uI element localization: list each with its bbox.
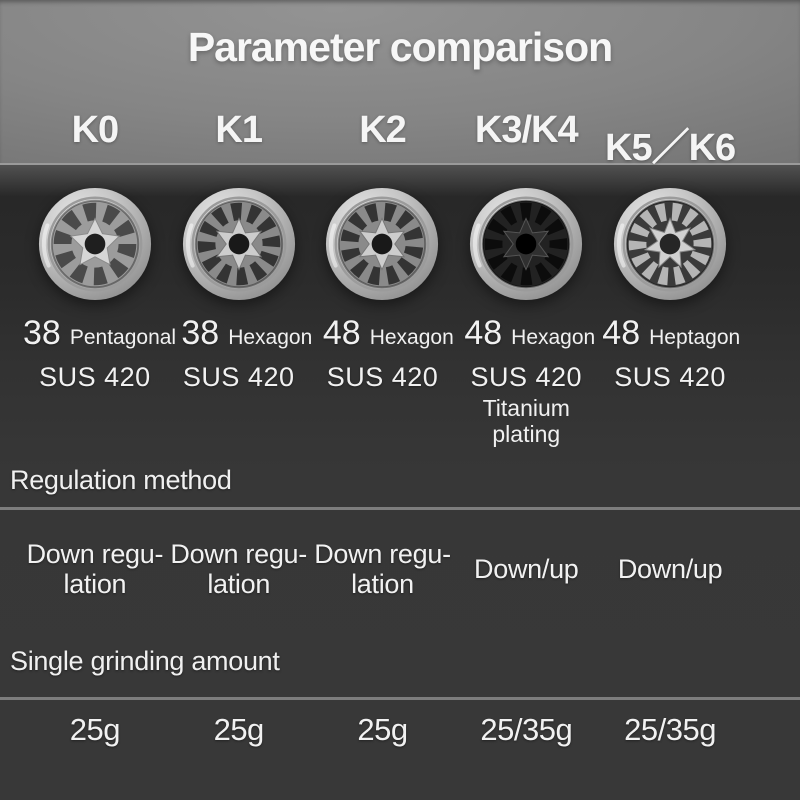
conical-burr-icon-k5k6 <box>614 187 727 301</box>
grinding-amount-k5k6: 25/35g <box>624 712 716 747</box>
burr-image-cell-k2 <box>311 179 455 309</box>
burr-size: 48 <box>322 314 361 352</box>
burr-image-cell-k5k6 <box>598 179 742 309</box>
conical-burr-icon-k0 <box>38 187 151 301</box>
burr-spec-row: 38 Pentagonal 38 Hexagon 48 Hexagon 48 H… <box>23 314 742 353</box>
regulation-k2: Down regu- lation <box>314 538 451 599</box>
coating-k2 <box>311 395 455 447</box>
column-header-k5k6: K5／K6 <box>605 127 736 169</box>
regulation-k1: Down regu- lation <box>170 538 307 599</box>
regulation-row: Down regu- lation Down regu- lation Down… <box>23 525 742 613</box>
material-k5k6: SUS 420 <box>614 362 726 392</box>
comparison-table: 38 Pentagonal 38 Hexagon 48 Hexagon 48 H… <box>0 165 800 800</box>
material-k2: SUS 420 <box>326 362 439 392</box>
regulation-method-label: Regulation method <box>10 465 232 495</box>
coating-k5k6 <box>598 395 742 447</box>
grinding-amount-k1: 25g <box>213 712 265 747</box>
column-header-k2: K2 <box>359 109 407 151</box>
burr-spec-k2: 48 Hexagon <box>318 314 459 353</box>
burr-spec-k3k4: 48 Hexagon <box>459 314 600 353</box>
burr-image-cell-k1 <box>167 179 311 309</box>
material-k0: SUS 420 <box>39 362 151 392</box>
regulation-k0: Down regu- lation <box>26 538 164 599</box>
column-header-row: K0 K1 K2 K3/K4 K5／K6 <box>23 109 742 169</box>
coating-k1 <box>167 395 311 447</box>
burr-image-cell-k0 <box>23 179 167 309</box>
conical-burr-icon-k1 <box>182 187 295 301</box>
burr-size: 38 <box>23 314 61 352</box>
burr-image-row <box>23 179 742 309</box>
burr-shape: Hexagon <box>228 326 313 349</box>
column-header-k3k4: K3/K4 <box>474 109 579 151</box>
material-k3k4: SUS 420 <box>470 362 583 392</box>
regulation-k5k6: Down/up <box>617 553 723 584</box>
regulation-k3k4: Down/up <box>474 553 579 584</box>
burr-spec-k0: 38 Pentagonal <box>23 314 176 353</box>
burr-size: 48 <box>464 314 503 352</box>
grinding-amount-row: 25g 25g 25g 25/35g 25/35g <box>23 712 742 748</box>
coating-row: Titanium plating <box>23 395 742 447</box>
burr-shape: Hexagon <box>511 326 596 349</box>
coating-k0 <box>23 395 167 447</box>
material-k1: SUS 420 <box>182 362 295 392</box>
burr-size: 38 <box>181 314 220 352</box>
header-section: Parameter comparison K0 K1 K2 K3/K4 K5／K… <box>0 0 800 169</box>
burr-shape: Heptagon <box>649 326 741 349</box>
burr-spec-k5k6: 48 Heptagon <box>601 314 742 353</box>
burr-shape: Hexagon <box>369 326 454 349</box>
page-title: Parameter comparison <box>187 24 613 70</box>
burr-size: 48 <box>602 314 641 352</box>
column-header-k0: K0 <box>71 109 120 151</box>
grinding-amount-label: Single grinding amount <box>10 646 280 676</box>
grinding-amount-k0: 25g <box>69 712 121 747</box>
conical-burr-icon-k3k4 <box>470 187 583 301</box>
divider <box>0 507 800 510</box>
column-header-k1: K1 <box>215 109 263 151</box>
conical-burr-icon-k2 <box>326 187 439 301</box>
coating-k3k4: Titanium plating <box>482 395 570 448</box>
burr-shape: Pentagonal <box>69 326 177 349</box>
grinding-amount-k2: 25g <box>357 712 408 747</box>
burr-image-cell-k3k4 <box>454 179 598 309</box>
burr-spec-k1: 38 Hexagon <box>176 314 317 353</box>
material-row: SUS 420 SUS 420 SUS 420 SUS 420 SUS 420 <box>23 362 742 393</box>
grinding-amount-k3k4: 25/35g <box>480 712 573 747</box>
divider <box>0 697 800 700</box>
